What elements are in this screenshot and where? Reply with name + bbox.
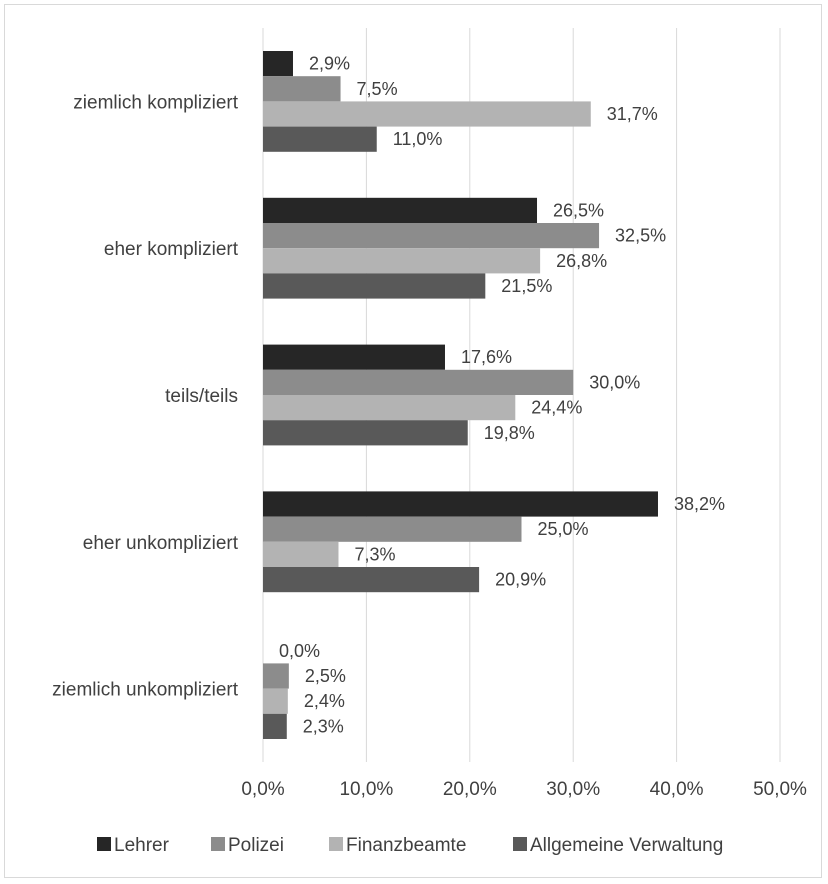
bar xyxy=(263,76,341,102)
bar xyxy=(263,223,600,249)
data-label: 25,0% xyxy=(538,519,589,539)
category-label: ziemlich kompliziert xyxy=(73,92,238,113)
data-label: 19,8% xyxy=(484,423,535,443)
x-tick-label: 10,0% xyxy=(339,779,393,800)
bar xyxy=(263,126,377,152)
data-label: 21,5% xyxy=(501,276,552,296)
data-label: 26,5% xyxy=(553,200,604,220)
x-axis-tick-labels: 0,0% 10,0% 20,0% 30,0% 40,0% 50,0% xyxy=(241,779,807,800)
data-label: 26,8% xyxy=(556,251,607,271)
data-label: 2,3% xyxy=(303,716,344,736)
bar xyxy=(263,516,522,542)
legend-label: Lehrer xyxy=(114,835,170,856)
bar xyxy=(263,420,468,446)
bar xyxy=(263,248,541,274)
bar xyxy=(263,273,486,299)
bar xyxy=(263,541,339,567)
bar xyxy=(263,197,538,223)
bar xyxy=(263,713,287,739)
data-label: 2,9% xyxy=(309,54,350,74)
legend-label: Finanzbeamte xyxy=(346,835,466,856)
bar xyxy=(263,663,289,689)
data-label: 31,7% xyxy=(607,104,658,124)
bar xyxy=(263,491,658,517)
data-label: 2,4% xyxy=(304,691,345,711)
data-label: 17,6% xyxy=(461,347,512,367)
x-tick-label: 20,0% xyxy=(443,779,497,800)
category-label: eher kompliziert xyxy=(104,239,239,260)
legend: Lehrer Polizei Finanzbeamte Allgemeine Verw… xyxy=(97,835,723,856)
category-label: eher unkompliziert xyxy=(83,533,239,554)
data-label: 38,2% xyxy=(674,494,725,514)
data-label: 20,9% xyxy=(495,570,546,590)
bar xyxy=(263,567,480,593)
data-labels: 2,9% 7,5% 31,7% 11,0% 26,5% 32,5% 26,8%21,5% 17… xyxy=(279,54,725,737)
bar xyxy=(263,369,574,395)
x-tick-label: 30,0% xyxy=(546,779,600,800)
data-label: 32,5% xyxy=(615,226,666,246)
data-label: 7,3% xyxy=(354,544,395,564)
legend-label: Allgemeine Verwaltung xyxy=(530,835,723,856)
bar xyxy=(263,101,591,127)
data-label: 30,0% xyxy=(589,372,640,392)
data-label: 7,5% xyxy=(357,79,398,99)
data-label: 0,0% xyxy=(279,641,320,661)
bar xyxy=(263,344,445,370)
data-label: 24,4% xyxy=(531,398,582,418)
x-tick-label: 40,0% xyxy=(650,779,704,800)
legend-swatch xyxy=(329,837,343,851)
category-label: teils/teils xyxy=(165,386,238,407)
bar xyxy=(263,51,293,77)
legend-swatch xyxy=(97,837,111,851)
bar xyxy=(263,688,288,714)
x-tick-label: 0,0% xyxy=(241,779,284,800)
legend-label: Polizei xyxy=(228,835,284,856)
data-label: 11,0% xyxy=(393,129,443,149)
bar xyxy=(263,395,516,421)
data-label: 2,5% xyxy=(305,666,346,686)
category-labels: ziemlich kompliziert eher kompliziert teil… xyxy=(52,92,239,700)
legend-swatch xyxy=(211,837,225,851)
legend-swatch xyxy=(513,837,527,851)
category-label: ziemlich unkompliziert xyxy=(52,680,239,701)
x-tick-label: 50,0% xyxy=(753,779,807,800)
bars xyxy=(263,51,658,739)
